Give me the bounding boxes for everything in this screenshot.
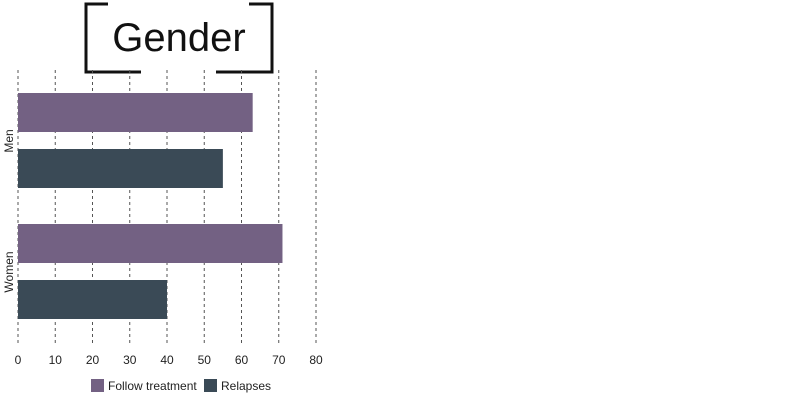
x-tick-label: 60 xyxy=(235,353,249,367)
chart-title: Gender xyxy=(112,16,245,60)
bar-women-relapses xyxy=(18,280,167,319)
category-label: Women xyxy=(2,251,16,292)
x-tick-label: 70 xyxy=(272,353,286,367)
x-tick-label: 10 xyxy=(49,353,63,367)
title-bracket-left xyxy=(84,2,141,74)
category-label: Men xyxy=(2,129,16,152)
x-tick-label: 80 xyxy=(309,353,323,367)
legend-label: Follow treatment xyxy=(108,379,197,393)
x-tick-label: 20 xyxy=(86,353,100,367)
bar-men-follow-treatment xyxy=(18,93,253,132)
bar-women-follow-treatment xyxy=(18,224,283,263)
chart-title-group: Gender xyxy=(84,2,274,74)
legend-item: Follow treatment xyxy=(91,379,197,393)
legend-swatch xyxy=(204,379,217,392)
x-tick-label: 30 xyxy=(123,353,137,367)
legend-swatch xyxy=(91,379,104,392)
legend-label: Relapses xyxy=(221,379,271,393)
x-axis-ticks: 0 10 20 30 40 50 60 70 80 xyxy=(15,353,323,367)
legend-item: Relapses xyxy=(204,379,271,393)
x-tick-label: 40 xyxy=(160,353,174,367)
y-axis-labels: Men Women xyxy=(2,129,16,292)
x-tick-label: 50 xyxy=(198,353,212,367)
title-bracket-right xyxy=(216,2,274,74)
bars xyxy=(18,93,283,319)
legend: Follow treatment Relapses xyxy=(91,379,271,393)
x-tick-label: 0 xyxy=(15,353,22,367)
bar-men-relapses xyxy=(18,149,223,188)
